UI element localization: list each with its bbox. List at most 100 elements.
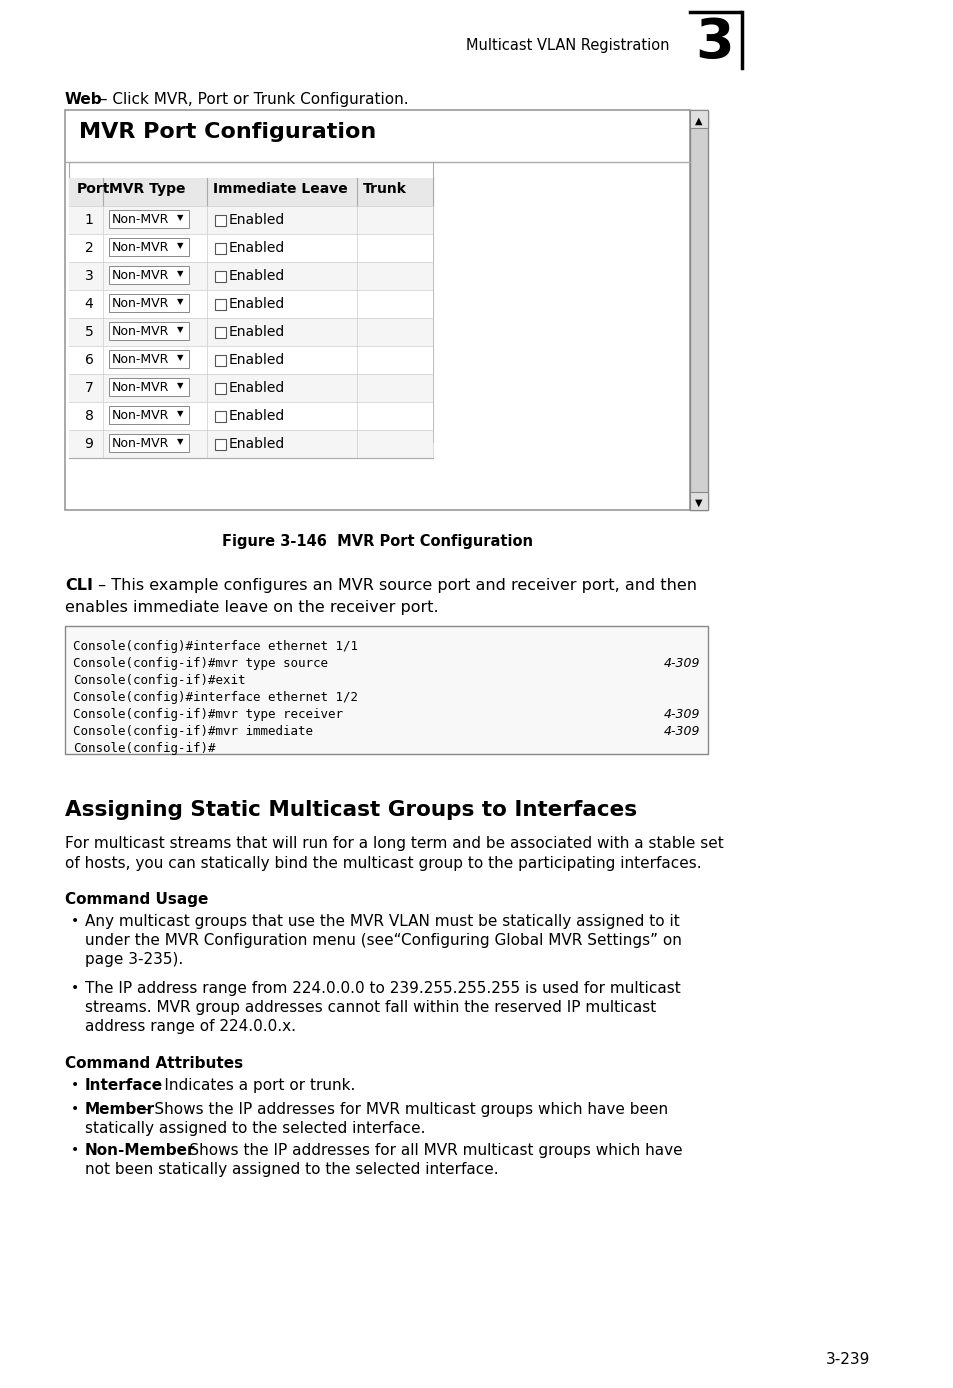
Text: 5: 5 [85, 325, 93, 339]
Text: ▼: ▼ [177, 409, 183, 418]
Bar [214, 215, 226, 226]
Text: Interface: Interface [85, 1078, 163, 1092]
Text: – Shows the IP addresses for all MVR multicast groups which have: – Shows the IP addresses for all MVR mul… [172, 1142, 682, 1158]
Bar [109, 322, 189, 340]
Text: ▼: ▼ [177, 269, 183, 278]
Bar [69, 373, 433, 403]
Text: •: • [71, 1078, 79, 1092]
Text: •: • [71, 981, 79, 995]
Text: 2: 2 [85, 242, 93, 255]
Text: ▼: ▼ [695, 498, 702, 508]
Text: Console(config-if)#mvr immediate: Console(config-if)#mvr immediate [73, 725, 313, 738]
Text: Enabled: Enabled [229, 269, 285, 283]
Text: Enabled: Enabled [229, 353, 285, 366]
Text: Enabled: Enabled [229, 437, 285, 451]
Bar [69, 430, 433, 458]
Text: For multicast streams that will run for a long term and be associated with a sta: For multicast streams that will run for … [65, 836, 723, 851]
Text: Multicast VLAN Registration: Multicast VLAN Registration [466, 37, 669, 53]
Text: Non-MVR: Non-MVR [112, 409, 170, 422]
Text: Non-MVR: Non-MVR [112, 380, 170, 394]
Bar [214, 383, 226, 394]
Text: – Indicates a port or trunk.: – Indicates a port or trunk. [147, 1078, 355, 1092]
Bar [69, 262, 433, 290]
Text: Member: Member [85, 1102, 155, 1117]
Bar [214, 439, 226, 450]
Text: – Click MVR, Port or Trunk Configuration.: – Click MVR, Port or Trunk Configuration… [95, 92, 408, 107]
Text: 4: 4 [85, 297, 93, 311]
Text: Enabled: Enabled [229, 212, 285, 228]
Text: 4-309: 4-309 [662, 725, 700, 738]
Bar [109, 237, 189, 255]
Text: Non-MVR: Non-MVR [112, 269, 170, 282]
Text: Console(config-if)#mvr type source: Console(config-if)#mvr type source [73, 657, 328, 670]
Bar [69, 205, 433, 235]
Text: statically assigned to the selected interface.: statically assigned to the selected inte… [85, 1122, 425, 1135]
Text: 1: 1 [85, 212, 93, 228]
Text: •: • [71, 915, 79, 929]
Text: Enabled: Enabled [229, 409, 285, 423]
Bar [109, 266, 189, 285]
Text: address range of 224.0.0.x.: address range of 224.0.0.x. [85, 1019, 295, 1034]
Text: not been statically assigned to the selected interface.: not been statically assigned to the sele… [85, 1162, 498, 1177]
Text: Non-MVR: Non-MVR [112, 297, 170, 310]
Text: Non-MVR: Non-MVR [112, 242, 170, 254]
Bar [214, 328, 226, 339]
Text: ▼: ▼ [177, 212, 183, 222]
Text: 3-239: 3-239 [824, 1352, 869, 1367]
Text: Non-MVR: Non-MVR [112, 353, 170, 366]
Text: Enabled: Enabled [229, 380, 285, 396]
Bar [109, 294, 189, 312]
Text: – Shows the IP addresses for MVR multicast groups which have been: – Shows the IP addresses for MVR multica… [137, 1102, 667, 1117]
Bar [69, 162, 433, 441]
Text: Immediate Leave: Immediate Leave [213, 182, 348, 196]
Text: •: • [71, 1142, 79, 1158]
Text: Port: Port [77, 182, 111, 196]
Bar [69, 403, 433, 430]
Text: ▲: ▲ [695, 117, 702, 126]
Text: Trunk: Trunk [363, 182, 406, 196]
Bar [69, 290, 433, 318]
Text: 9: 9 [85, 437, 93, 451]
Text: ▼: ▼ [177, 242, 183, 250]
Text: The IP address range from 224.0.0.0 to 239.255.255.255 is used for multicast: The IP address range from 224.0.0.0 to 2… [85, 981, 680, 997]
Text: enables immediate leave on the receiver port.: enables immediate leave on the receiver … [65, 600, 438, 615]
Text: 6: 6 [85, 353, 93, 366]
Text: Enabled: Enabled [229, 297, 285, 311]
Bar [109, 210, 189, 228]
Text: Assigning Static Multicast Groups to Interfaces: Assigning Static Multicast Groups to Int… [65, 799, 637, 820]
Text: Non-MVR: Non-MVR [112, 437, 170, 450]
Text: ▼: ▼ [177, 380, 183, 390]
Text: Figure 3-146  MVR Port Configuration: Figure 3-146 MVR Port Configuration [222, 534, 533, 550]
Bar [109, 407, 189, 423]
Bar [109, 350, 189, 368]
Bar [65, 626, 707, 754]
Bar [689, 491, 707, 509]
Text: 4-309: 4-309 [662, 657, 700, 670]
Bar [689, 110, 707, 128]
Text: ▼: ▼ [177, 325, 183, 335]
Text: Command Usage: Command Usage [65, 892, 208, 906]
Bar [109, 378, 189, 396]
Text: •: • [71, 1102, 79, 1116]
Text: Console(config-if)#: Console(config-if)# [73, 743, 215, 755]
Text: Any multicast groups that use the MVR VLAN must be statically assigned to it: Any multicast groups that use the MVR VL… [85, 915, 679, 929]
Bar [69, 318, 433, 346]
Text: 3: 3 [85, 269, 93, 283]
Text: streams. MVR group addresses cannot fall within the reserved IP multicast: streams. MVR group addresses cannot fall… [85, 999, 656, 1015]
Text: under the MVR Configuration menu (see“Configuring Global MVR Settings” on: under the MVR Configuration menu (see“Co… [85, 933, 681, 948]
Bar [69, 346, 433, 373]
Text: Web: Web [65, 92, 103, 107]
Bar [214, 271, 226, 282]
Text: Enabled: Enabled [229, 242, 285, 255]
Bar [69, 235, 433, 262]
Bar [69, 178, 433, 205]
Text: Console(config)#interface ethernet 1/1: Console(config)#interface ethernet 1/1 [73, 640, 357, 652]
Text: page 3-235).: page 3-235). [85, 952, 183, 967]
Bar [214, 411, 226, 422]
Text: Console(config-if)#exit: Console(config-if)#exit [73, 675, 245, 687]
Text: ▼: ▼ [177, 353, 183, 362]
Bar [109, 434, 189, 452]
Text: Console(config)#interface ethernet 1/2: Console(config)#interface ethernet 1/2 [73, 691, 357, 704]
Text: of hosts, you can statically bind the multicast group to the participating inter: of hosts, you can statically bind the mu… [65, 856, 700, 872]
Text: Command Attributes: Command Attributes [65, 1056, 243, 1072]
